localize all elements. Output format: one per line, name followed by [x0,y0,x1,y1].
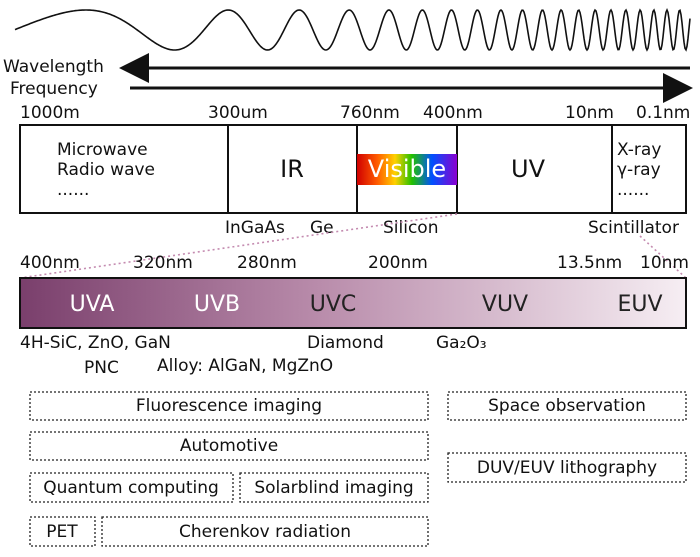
top-scale: 1000m 300um 760nm 400nm 10nm 0.1nm [20,103,690,123]
scale-label: 300um [208,103,268,123]
scale-label: 280nm [237,253,297,273]
scale-label: 0.1nm [636,103,690,123]
app-box [29,472,234,503]
band-label: γ-ray [617,160,661,180]
scale-label: 1000m [20,103,80,123]
band-label: X-ray [617,140,661,160]
application: Quantum computing [43,478,219,498]
uv-band: UVA [70,292,115,317]
band-label: IR [280,155,304,183]
material: Ga₂O₃ [436,333,487,353]
band-label: UV [511,155,546,183]
band-label: Radio wave [57,160,155,180]
detector: Scintillator [588,218,679,238]
app-box [29,431,429,461]
scale-label: 200nm [368,253,428,273]
app-box [447,452,687,483]
visible-band [357,154,457,185]
application: Automotive [180,436,278,456]
uv-band: UVB [194,292,240,317]
frequency-label: Frequency [10,79,98,99]
scale-label: 10nm [565,103,614,123]
uv-band: EUV [617,292,662,317]
app-box [447,391,687,421]
application: PET [46,522,78,542]
application: Cherenkov radiation [179,522,351,542]
app-box [29,516,96,547]
band-label: Visible [368,155,446,183]
band-label: ...... [617,180,649,200]
app-box [29,391,429,421]
uv-bar [19,277,687,329]
uv-band: VUV [482,292,528,317]
scale-label: 13.5nm [557,253,622,273]
scale-label: 10nm [640,253,689,273]
wave [14,7,691,52]
applications: Fluorescence imaging Automotive Quantum … [29,391,687,547]
scale-label: 320nm [133,253,193,273]
scale-label: 400nm [20,253,80,273]
application: Solarblind imaging [254,478,413,498]
application: Space observation [488,396,646,416]
application: DUV/EUV lithography [477,458,657,478]
spectrum-box [19,124,687,214]
application: Fluorescence imaging [136,396,322,416]
wavelength-label: Wavelength [3,57,104,77]
app-box [101,516,429,547]
band-label: ...... [57,180,89,200]
scale-label: 760nm [340,103,400,123]
material: Diamond [307,333,384,353]
uv-scale: 400nm 320nm 280nm 200nm 13.5nm 10nm [20,253,689,273]
material: PNC [84,358,119,378]
scale-label: 400nm [423,103,483,123]
detector: InGaAs [225,218,285,238]
zoom-line [19,213,458,279]
uv-band: UVC [310,292,357,317]
material: 4H-SiC, ZnO, GaN [20,333,171,353]
detector: Ge [310,218,334,238]
material: Alloy: AlGaN, MgZnO [157,356,333,376]
band-label: Microwave [57,140,148,160]
app-box [239,472,429,503]
zoom-line [639,235,687,279]
